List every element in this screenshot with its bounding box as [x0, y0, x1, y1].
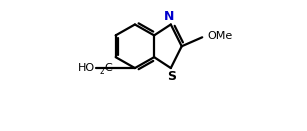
Text: S: S	[168, 70, 177, 83]
Text: C: C	[104, 63, 112, 73]
Text: HO: HO	[78, 63, 95, 73]
Text: N: N	[164, 10, 175, 23]
Text: OMe: OMe	[207, 31, 233, 41]
Text: 2: 2	[99, 67, 104, 76]
